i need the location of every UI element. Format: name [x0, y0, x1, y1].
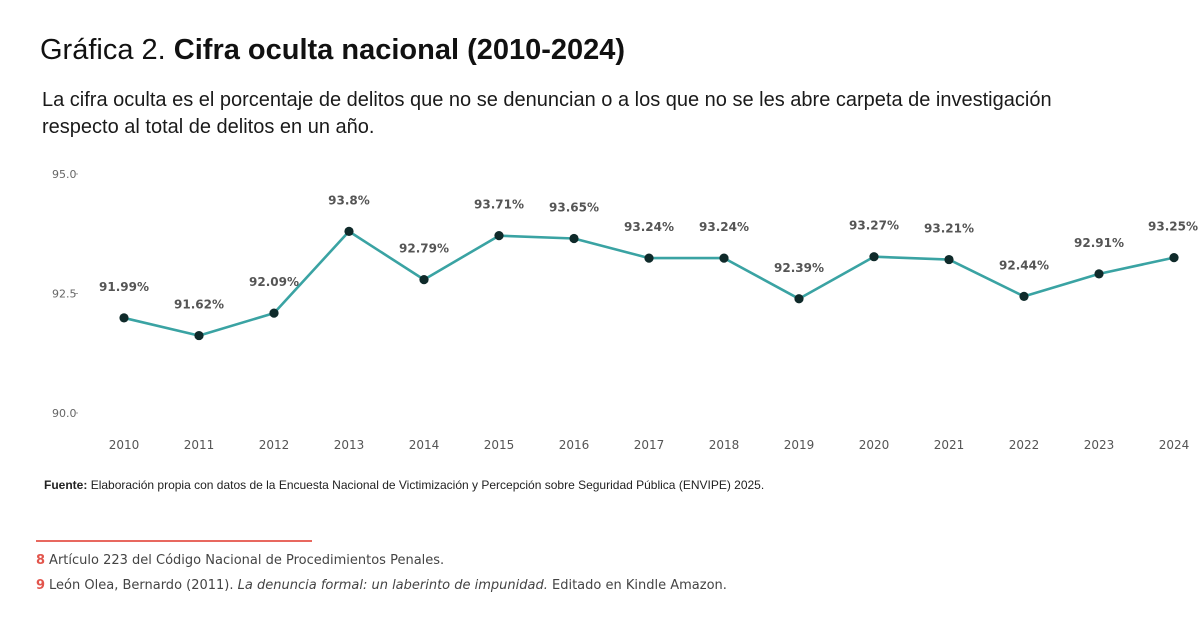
- x-tick-label: 2024: [1159, 438, 1190, 452]
- x-tick-label: 2018: [709, 438, 740, 452]
- data-point: [269, 308, 279, 318]
- data-label: 91.99%: [99, 280, 149, 294]
- x-tick-label: 2020: [859, 438, 890, 452]
- data-label: 92.44%: [999, 258, 1049, 272]
- footnote-text: Artículo 223 del Código Nacional de Proc…: [49, 553, 445, 568]
- chart-subtitle: La cifra oculta es el porcentaje de deli…: [42, 89, 1052, 138]
- footnote-number: 9: [36, 578, 46, 593]
- y-tick-label: 92.5: [52, 288, 77, 301]
- x-tick-label: 2014: [409, 438, 440, 452]
- x-tick-label: 2017: [634, 438, 665, 452]
- data-label: 93.71%: [474, 198, 524, 212]
- data-label: 93.65%: [549, 201, 599, 215]
- data-point: [869, 252, 879, 262]
- source-note: Fuente: Elaboración propia con datos de …: [44, 478, 764, 492]
- data-label: 92.79%: [399, 242, 449, 256]
- data-point: [1169, 253, 1179, 263]
- data-point: [1094, 269, 1104, 279]
- x-tick-label: 2022: [1009, 438, 1040, 452]
- data-label: 93.27%: [849, 219, 899, 233]
- title-prefix: Gráfica 2.: [40, 34, 166, 66]
- title-main: Cifra oculta nacional (2010-2024): [173, 34, 626, 66]
- y-tick-label: 95.0: [52, 168, 77, 181]
- x-tick-label: 2012: [259, 438, 290, 452]
- data-label: 91.62%: [174, 298, 224, 312]
- footnote-number: 8: [36, 553, 46, 568]
- data-point: [569, 233, 579, 244]
- data-point: [944, 254, 954, 265]
- footnote-8: 8 Artículo 223 del Código Nacional de Pro…: [36, 553, 444, 568]
- x-tick-label: 2023: [1084, 438, 1115, 452]
- data-point: [719, 253, 729, 263]
- footnote-book-title: La denuncia formal: un laberinto de impu…: [237, 578, 548, 593]
- footnote-tail: Editado en Kindle Amazon.: [547, 578, 727, 593]
- data-label: 92.91%: [1074, 236, 1124, 250]
- footnote-text: León Olea, Bernardo (2011).: [49, 578, 238, 593]
- data-point: [1019, 291, 1029, 301]
- data-label: 93.24%: [699, 220, 749, 234]
- data-point: [344, 226, 354, 236]
- x-tick-label: 2021: [934, 438, 965, 452]
- x-tick-label: 2010: [109, 438, 140, 452]
- data-label: 93.25%: [1148, 220, 1198, 234]
- chart-title: Gráfica 2. Cifra oculta nacional (2010-2…: [40, 32, 625, 68]
- x-tick-label: 2013: [334, 438, 365, 452]
- data-label: 92.09%: [249, 275, 299, 289]
- data-point: [419, 275, 429, 285]
- data-point: [494, 231, 504, 241]
- x-tick-label: 2016: [559, 438, 590, 452]
- footnote-divider: [36, 540, 312, 542]
- y-tick-label: 90.0: [52, 407, 77, 420]
- data-point: [794, 294, 804, 304]
- data-label: 93.8%: [328, 193, 370, 207]
- source-text: Elaboración propia con datos de la Encue…: [90, 478, 765, 492]
- data-point: [194, 330, 204, 341]
- data-label: 93.21%: [924, 222, 974, 236]
- x-tick-label: 2019: [784, 438, 815, 452]
- data-point: [119, 313, 129, 323]
- data-point: [644, 253, 654, 263]
- x-tick-label: 2011: [184, 438, 215, 452]
- footnote-9: 9 León Olea, Bernardo (2011). La denuncia…: [36, 578, 727, 593]
- source-label: Fuente:: [44, 478, 88, 492]
- x-tick-label: 2015: [484, 438, 515, 452]
- data-label: 92.39%: [774, 261, 824, 275]
- data-label: 93.24%: [624, 220, 674, 234]
- line-chart: 90.0 92.5 95.0 2010 2011 2012 2013 2014 2015 2016…: [52, 168, 1198, 452]
